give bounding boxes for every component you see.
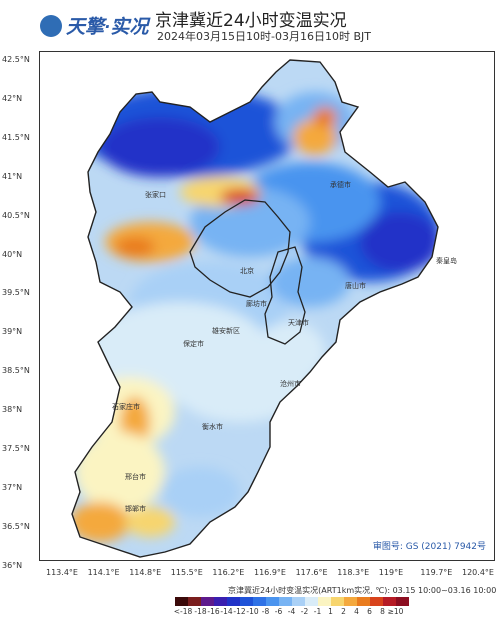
- longitude-tick-label: 119°E: [378, 568, 404, 577]
- city-label-zhangjiakou: 张家口: [145, 191, 166, 199]
- legend-swatch: [318, 597, 331, 606]
- longitude-tick-label: 116.2°E: [212, 568, 245, 577]
- legend-swatch: [279, 597, 292, 606]
- legend-label: -1: [313, 607, 322, 616]
- longitude-tick-label: 118.3°E: [337, 568, 370, 577]
- map-title: 京津冀近24小时变温实况: [155, 11, 347, 31]
- latitude-tick-label: 40.5°N: [2, 210, 30, 220]
- legend-swatch: [370, 597, 383, 606]
- legend-swatch: [240, 597, 253, 606]
- beijing-boundary: [189, 199, 291, 298]
- latitude-tick-label: 42°N: [2, 93, 23, 103]
- legend-label: -10: [246, 607, 259, 616]
- legend-swatch: [357, 597, 370, 606]
- latitude-tick-label: 40°N: [2, 249, 23, 259]
- latitude-tick-label: 38°N: [2, 405, 23, 415]
- legend-swatch: [383, 597, 396, 606]
- latitude-tick-label: 37.5°N: [2, 444, 30, 453]
- legend-labels: <-18 -18 -16 -14 -12 -10 -8 -6 -4 -2 -1 1 2 4 6 8 ≥10: [173, 607, 495, 619]
- city-label-beijing: 北京: [240, 267, 254, 275]
- longitude-tick-label: 113.4°E: [46, 568, 78, 577]
- map-header: 天擎·实况 京津冀近24小时变温实况 2024年03月15日10时-03月16日…: [0, 0, 500, 50]
- legend-label: 6: [367, 607, 372, 616]
- legend-swatch: [344, 597, 357, 606]
- longitude-tick-label: 116.9°E: [254, 568, 286, 577]
- logo-text: 天擎·实况: [66, 17, 149, 38]
- legend-label: -2: [300, 607, 309, 616]
- legend-swatch: [292, 597, 305, 606]
- legend-label: 2: [341, 607, 346, 616]
- legend-label: -16: [207, 607, 220, 616]
- city-label-hengshui: 衡水市: [202, 423, 223, 431]
- latitude-tick-label: 36.5°N: [2, 521, 30, 531]
- map-frame: 张家口 承德市 唐山市 秦皇岛 北京 廊坊市 天津市 雄安新区 保定市 沧州市 …: [39, 51, 495, 561]
- city-label-qinhuangdao: 秦皇岛: [436, 257, 457, 265]
- approval-number: 审图号: GS (2021) 7942号: [372, 542, 486, 552]
- legend-swatch: [214, 597, 227, 606]
- legend-swatch: [175, 597, 188, 606]
- city-label-langfang: 廊坊市: [246, 300, 267, 308]
- legend-color-bar: [175, 597, 409, 606]
- legend-swatch: [253, 597, 266, 606]
- city-label-handan: 邯郸市: [125, 505, 146, 513]
- city-label-tianjin: 天津市: [288, 319, 309, 327]
- latitude-tick-label: 38.5°N: [2, 366, 30, 376]
- longitude-tick-label: 117.6°E: [295, 568, 328, 577]
- city-label-xingtai: 邢台市: [125, 473, 146, 481]
- longitude-tick-label: 115.5°E: [170, 568, 203, 577]
- map-subtitle: 2024年03月15日10时-03月16日10时 BJT: [157, 30, 371, 43]
- city-label-cangzhou: 沧州市: [280, 380, 301, 388]
- temperature-change-map: [71, 59, 439, 558]
- longitude-tick-label: 120.4°E: [462, 568, 494, 577]
- legend-swatch: [266, 597, 279, 606]
- longitude-tick-label: 119.7°E: [420, 568, 453, 577]
- city-label-shijiazhuang: 石家庄市: [112, 403, 140, 411]
- legend-swatch: [331, 597, 344, 606]
- latitude-tick-label: 42.5°N: [2, 55, 30, 64]
- legend-label: -18: [194, 607, 207, 616]
- legend-label: 4: [354, 607, 359, 616]
- legend-title: 京津冀近24小时变温实况(ART1km实况, ℃): 03.15 10:00~0…: [228, 586, 497, 595]
- city-label-xiongan: 雄安新区: [212, 327, 240, 335]
- legend-label: -12: [233, 607, 246, 616]
- longitude-tick-label: 114.8°E: [129, 568, 162, 577]
- tianjin-boundary: [264, 246, 306, 345]
- latitude-tick-label: 37°N: [2, 482, 23, 492]
- latitude-tick-label: 39.5°N: [2, 288, 30, 298]
- legend-label: <-18: [173, 607, 193, 616]
- legend-label: 1: [328, 607, 333, 616]
- legend-swatch: [201, 597, 214, 606]
- city-label-tangshan: 唐山市: [345, 282, 366, 290]
- city-label-baoding: 保定市: [183, 340, 204, 348]
- latitude-tick-label: 39°N: [2, 327, 23, 337]
- legend-swatch: [188, 597, 201, 606]
- legend-swatch: [396, 597, 409, 606]
- legend-label: ≥10: [387, 607, 404, 616]
- legend-label: -4: [287, 607, 296, 616]
- longitude-tick-label: 114.1°E: [87, 568, 120, 577]
- region-boundary: [71, 59, 439, 558]
- legend-label: 8: [380, 607, 385, 616]
- legend-swatch: [227, 597, 240, 606]
- logo: 天擎·实况: [40, 12, 148, 39]
- latitude-tick-label: 41°N: [2, 171, 23, 181]
- latitude-tick-label: 36°N: [2, 560, 23, 570]
- city-label-chengde: 承德市: [330, 181, 351, 189]
- latitude-tick-label: 41.5°N: [2, 132, 30, 142]
- legend-label: -14: [220, 607, 233, 616]
- legend-label: -6: [274, 607, 283, 616]
- legend-label: -8: [261, 607, 270, 616]
- legend-swatch: [305, 597, 318, 606]
- globe-icon: [40, 14, 62, 37]
